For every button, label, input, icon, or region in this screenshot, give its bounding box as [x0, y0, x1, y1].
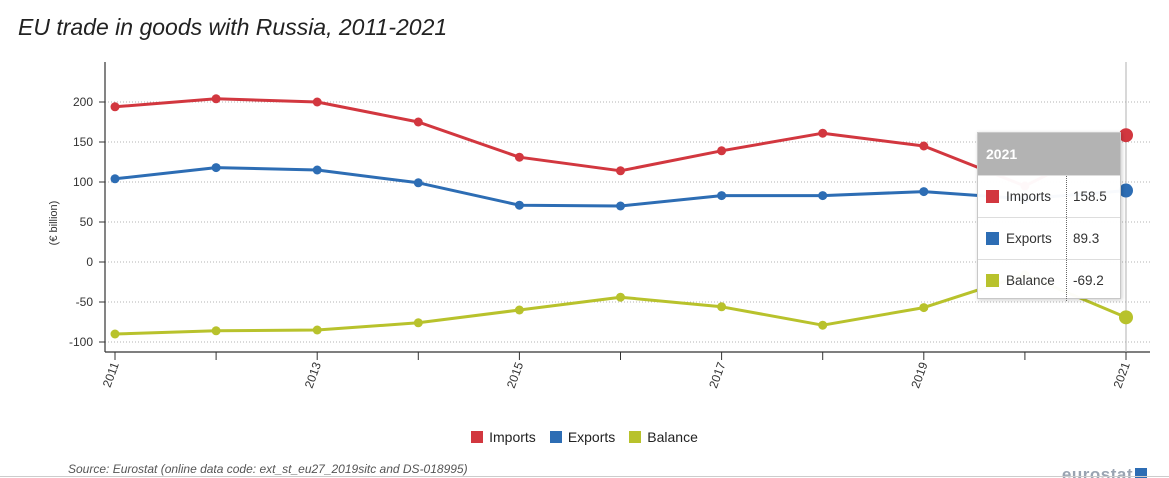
data-point-exports — [1119, 183, 1133, 198]
data-point-exports — [818, 191, 828, 201]
data-point-imports — [110, 102, 120, 112]
eu-flag-icon — [1135, 468, 1147, 478]
data-point-balance — [1119, 310, 1133, 325]
data-tooltip: 2021 Imports 158.5 Exports 89.3 Balance … — [977, 132, 1121, 301]
tooltip-label-balance: Balance — [1006, 273, 1055, 288]
data-point-balance — [919, 303, 929, 313]
data-point-exports — [413, 178, 423, 188]
data-point-balance — [717, 302, 727, 312]
legend-item-exports[interactable]: Exports — [549, 429, 616, 445]
y-tick-label: 50 — [80, 215, 94, 229]
data-point-imports — [1119, 128, 1133, 143]
legend-swatch-balance — [629, 431, 642, 443]
data-point-exports — [312, 165, 322, 175]
x-tick-label: 2011 — [100, 360, 122, 389]
tooltip-separator — [1066, 218, 1067, 259]
legend-swatch-exports — [549, 431, 562, 443]
y-tick-label: 100 — [73, 175, 93, 189]
legend-label-exports: Exports — [567, 429, 616, 445]
data-point-exports — [514, 200, 524, 210]
data-point-imports — [211, 94, 221, 104]
data-point-exports — [211, 163, 221, 173]
data-point-balance — [413, 318, 423, 328]
x-tick-label: 2019 — [908, 360, 930, 390]
source-note: Source: Eurostat (online data code: ext_… — [68, 462, 468, 476]
eurostat-logo: eurostat — [1061, 465, 1133, 478]
x-tick-label: 2017 — [706, 360, 728, 390]
chart-title: EU trade in goods with Russia, 2011-2021 — [18, 14, 448, 40]
legend-swatch-imports — [471, 431, 484, 443]
data-point-exports — [919, 187, 929, 197]
tooltip-separator — [1066, 176, 1067, 217]
x-tick-label: 2015 — [504, 360, 526, 390]
tooltip-header: 2021 — [978, 133, 1120, 175]
data-point-balance — [514, 305, 524, 315]
tooltip-value-exports: 89.3 — [1073, 231, 1100, 246]
y-tick-label: -50 — [76, 295, 94, 309]
series-line-balance — [114, 273, 1127, 336]
legend-item-balance[interactable]: Balance — [629, 429, 698, 445]
data-point-imports — [413, 117, 423, 127]
tooltip-row-balance: Balance -69.2 — [978, 259, 1120, 301]
tooltip-value-imports: 158.5 — [1073, 189, 1107, 204]
tooltip-label-imports: Imports — [1006, 189, 1052, 204]
data-point-exports — [717, 191, 727, 201]
line-chart: 2011 2013 2015 2017 2019 2021 200 150 100 50 0 -50… — [48, 62, 1150, 390]
data-point-balance — [110, 329, 120, 339]
axes — [99, 62, 1150, 360]
tooltip-value-balance: -69.2 — [1073, 273, 1104, 288]
legend-label-balance: Balance — [647, 429, 698, 445]
tooltip-swatch-exports — [986, 232, 999, 245]
x-axis-ticks: 2011 2013 2015 2017 2019 2021 — [100, 360, 1133, 390]
data-point-balance — [312, 325, 322, 335]
y-axis-ticks: 200 150 100 50 0 -50 -100 — [69, 95, 93, 349]
tooltip-label-exports: Exports — [1006, 231, 1052, 246]
data-point-imports — [818, 128, 828, 138]
data-point-exports — [616, 201, 625, 211]
data-point-balance — [818, 320, 828, 330]
x-tick-label: 2021 — [1111, 360, 1133, 390]
divider — [0, 476, 1169, 477]
y-tick-label: -100 — [69, 335, 93, 349]
series-lines — [110, 94, 1133, 339]
data-point-imports — [312, 97, 322, 107]
tooltip-swatch-imports — [986, 190, 999, 203]
tooltip-row-imports: Imports 158.5 — [978, 175, 1120, 217]
data-point-imports — [919, 141, 929, 151]
y-tick-label: 150 — [73, 135, 93, 149]
y-tick-label: 0 — [86, 255, 93, 269]
legend: Imports Exports Balance — [0, 429, 1169, 445]
tooltip-row-exports: Exports 89.3 — [978, 217, 1120, 259]
tooltip-swatch-balance — [986, 274, 999, 287]
legend-item-imports[interactable]: Imports — [471, 429, 536, 445]
data-point-imports — [514, 152, 524, 162]
y-tick-label: 200 — [73, 95, 93, 109]
legend-label-imports: Imports — [489, 429, 536, 445]
data-point-imports — [717, 146, 727, 156]
data-point-balance — [211, 326, 221, 336]
x-tick-label: 2013 — [302, 360, 324, 390]
data-point-balance — [616, 292, 625, 302]
y-axis-title: (€ billion) — [48, 201, 60, 246]
data-point-imports — [616, 166, 625, 176]
tooltip-separator — [1066, 260, 1067, 301]
data-point-exports — [110, 174, 120, 184]
